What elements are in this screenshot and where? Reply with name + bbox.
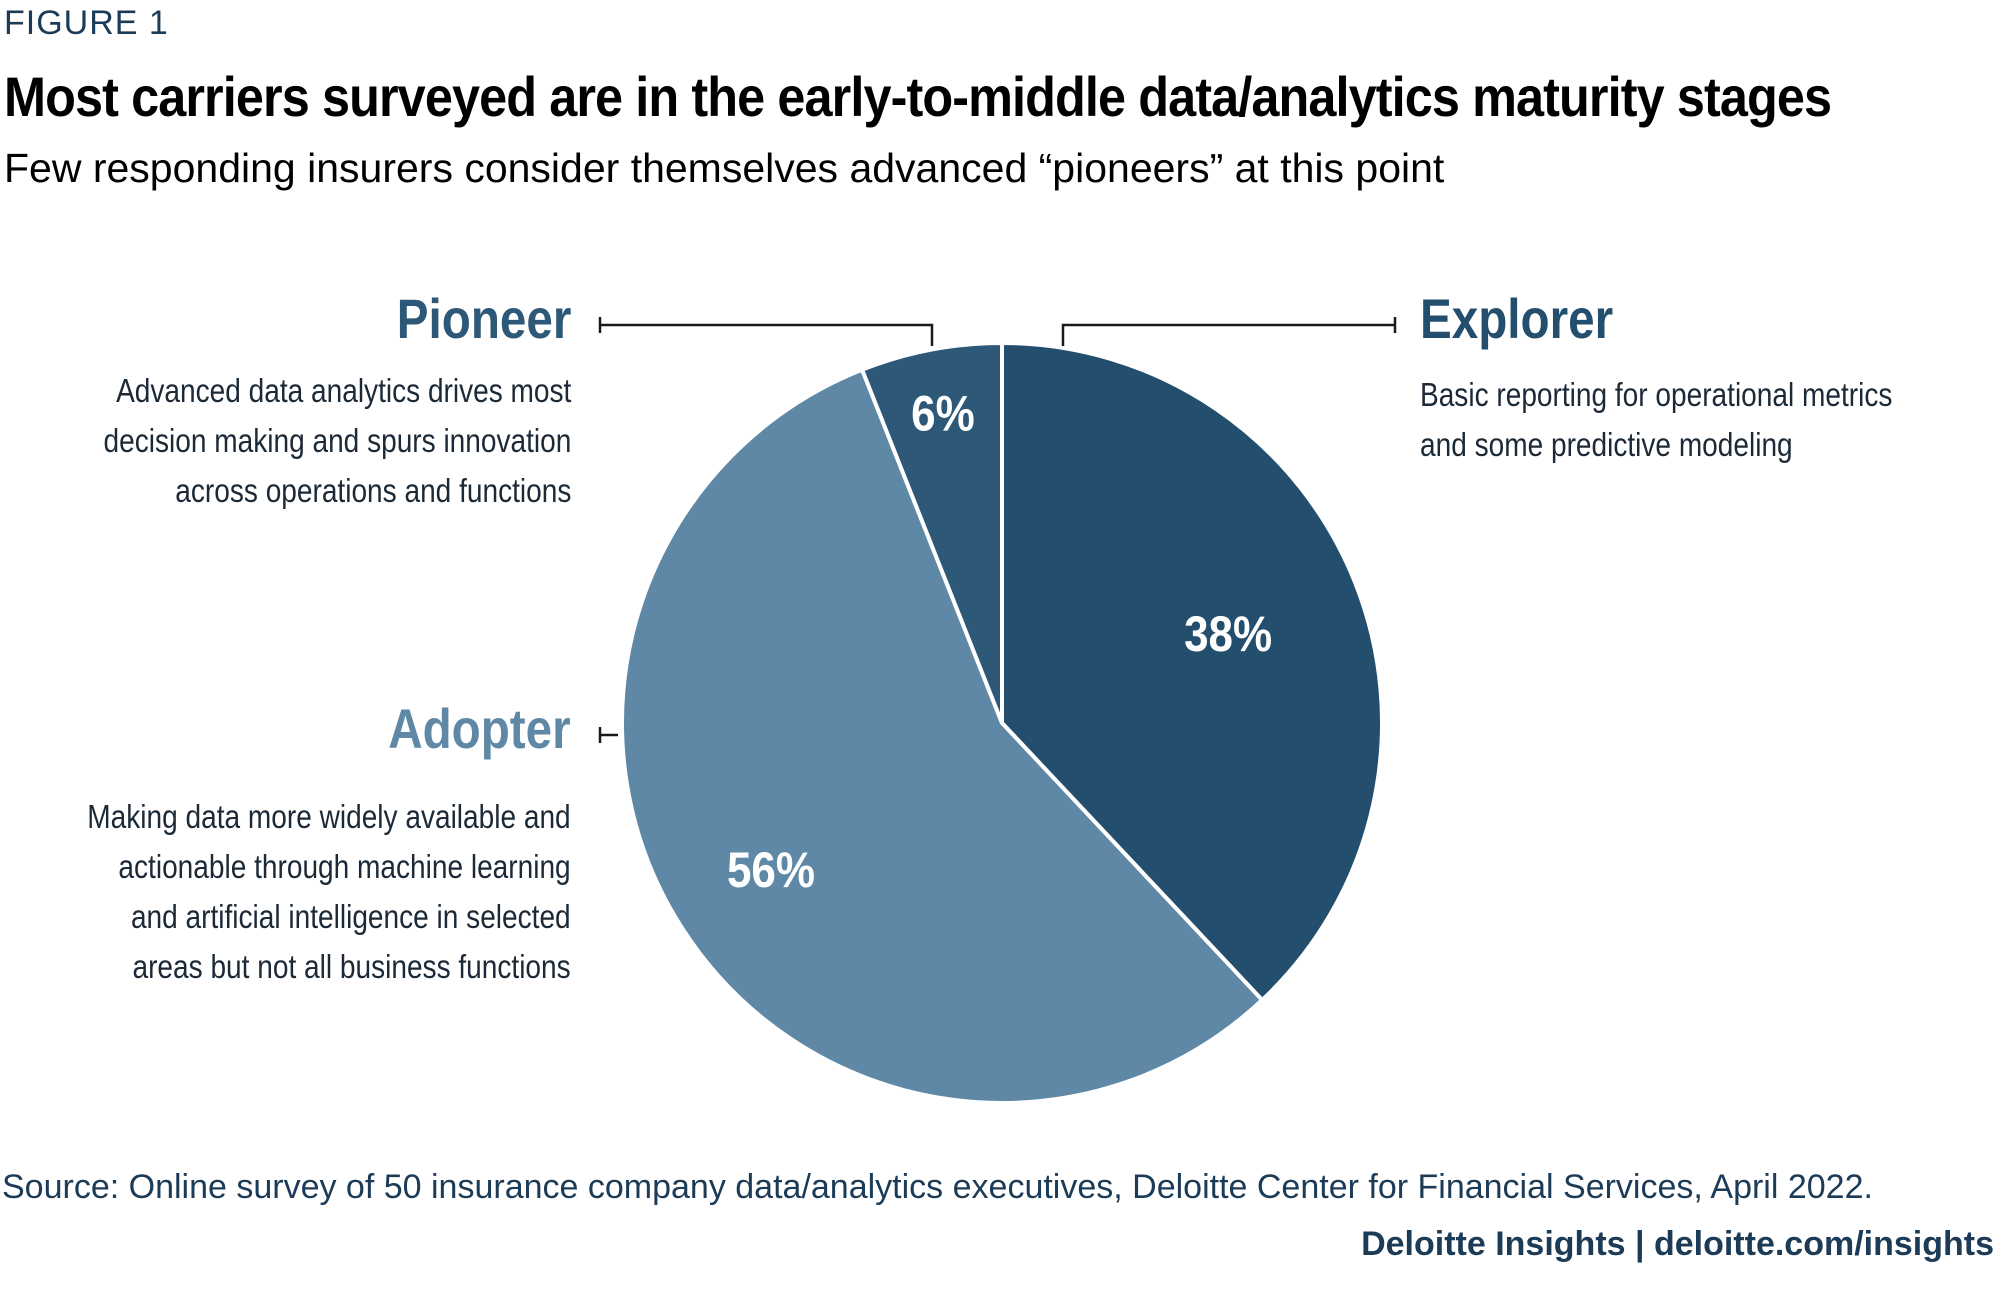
explorer-leader — [1061, 317, 1397, 346]
explorer-description: Basic reporting for operational metrics … — [1420, 376, 1893, 463]
adopter-title: Adopter — [388, 697, 571, 760]
slice-label-explorer: 38% — [1184, 605, 1272, 661]
chart-subtitle: Few responding insurers consider themsel… — [4, 145, 1445, 191]
figure-label: FIGURE 1 — [4, 4, 169, 42]
pie-slice-explorer — [1000, 341, 1384, 1003]
publisher-credit: Deloitte Insights | deloitte.com/insight… — [1361, 1225, 1994, 1263]
slice-label-adopter: 56% — [727, 841, 815, 897]
pioneer-description: Advanced data analytics drives most deci… — [103, 372, 571, 509]
pie-slice-pioneer — [860, 341, 1004, 725]
chart-title: Most carriers surveyed are in the early-… — [4, 65, 1832, 128]
adopter-description: Making data more widely available and ac… — [87, 798, 571, 985]
adopter-leader — [598, 727, 618, 743]
pioneer-leader — [598, 317, 934, 346]
slice-label-pioneer: 6% — [911, 385, 975, 441]
pioneer-title: Pioneer — [396, 287, 571, 350]
source-note: Source: Online survey of 50 insurance co… — [2, 1168, 1873, 1206]
explorer-title: Explorer — [1420, 287, 1614, 350]
pie-slice-adopter — [620, 367, 1265, 1105]
